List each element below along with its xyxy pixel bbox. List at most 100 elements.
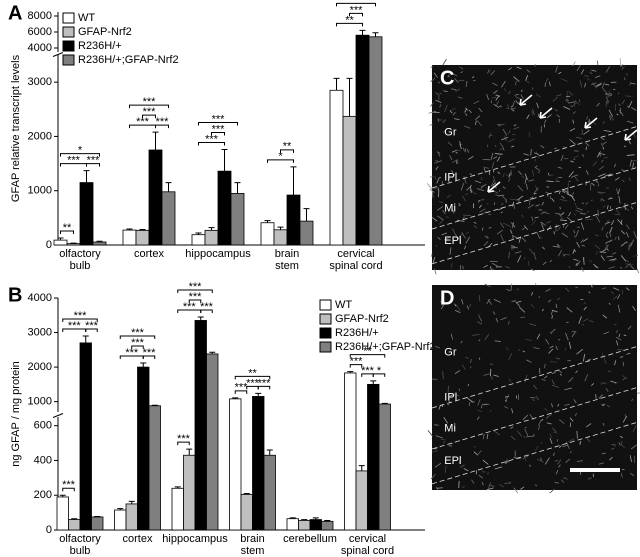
texture xyxy=(586,77,590,81)
texture xyxy=(587,358,591,361)
texture xyxy=(549,361,557,363)
texture xyxy=(524,428,529,437)
texture xyxy=(630,206,634,210)
texture xyxy=(568,377,574,383)
texture xyxy=(531,169,535,177)
error-bar xyxy=(359,29,366,36)
error-bar xyxy=(57,237,64,241)
texture xyxy=(609,226,613,234)
texture xyxy=(573,175,579,182)
texture xyxy=(543,223,547,226)
texture xyxy=(611,448,615,450)
texture xyxy=(468,155,474,160)
texture xyxy=(485,167,490,169)
texture xyxy=(589,260,593,263)
texture xyxy=(477,321,483,325)
texture xyxy=(605,66,611,73)
texture xyxy=(500,222,505,228)
significance-bracket xyxy=(85,328,98,332)
bar xyxy=(309,519,322,531)
texture xyxy=(495,153,503,155)
texture xyxy=(620,266,623,269)
texture xyxy=(632,133,637,139)
texture xyxy=(619,109,624,117)
texture xyxy=(439,219,444,225)
texture xyxy=(442,371,444,380)
texture xyxy=(564,99,570,104)
texture xyxy=(599,251,607,254)
texture xyxy=(474,180,482,184)
texture xyxy=(563,145,566,149)
texture xyxy=(581,244,586,247)
texture xyxy=(542,211,550,215)
texture xyxy=(510,435,516,441)
error-bar xyxy=(71,518,78,520)
texture xyxy=(565,287,570,293)
texture xyxy=(523,153,529,156)
legend-swatch xyxy=(319,299,332,311)
bar xyxy=(367,383,380,531)
arrow xyxy=(487,181,501,193)
texture xyxy=(604,83,610,86)
texture xyxy=(559,206,561,210)
error-bar xyxy=(221,148,228,172)
texture xyxy=(491,262,499,267)
texture xyxy=(564,347,567,351)
texture xyxy=(621,179,625,183)
significance-label: *** xyxy=(143,106,157,118)
texture xyxy=(575,229,579,238)
significance-label: * xyxy=(278,151,283,163)
significance-label: *** xyxy=(125,347,139,359)
texture xyxy=(462,214,471,217)
texture xyxy=(595,394,597,399)
bar xyxy=(135,229,150,246)
texture xyxy=(521,226,526,231)
error-bar xyxy=(96,240,103,243)
texture xyxy=(570,160,574,163)
texture xyxy=(624,241,629,244)
texture xyxy=(516,288,519,291)
x-tick-label: brain stem xyxy=(274,248,300,272)
texture xyxy=(504,317,506,320)
micrograph: C Gr IPl Mi EPl xyxy=(426,58,640,275)
texture xyxy=(613,323,617,326)
texture xyxy=(489,266,492,270)
texture xyxy=(559,373,562,376)
texture xyxy=(458,203,461,205)
texture xyxy=(617,304,621,313)
texture xyxy=(609,456,613,461)
texture xyxy=(501,202,504,206)
texture xyxy=(454,303,457,307)
texture xyxy=(526,114,530,120)
y-tick-label: 3000 xyxy=(28,326,52,338)
texture xyxy=(507,130,511,134)
texture xyxy=(606,205,609,210)
texture xyxy=(601,82,605,88)
texture xyxy=(583,129,590,135)
texture xyxy=(435,92,439,96)
bar xyxy=(122,229,137,246)
texture xyxy=(576,207,584,211)
texture xyxy=(571,331,576,338)
error-bar xyxy=(277,226,284,230)
texture xyxy=(626,260,629,262)
legend-swatch xyxy=(62,40,75,52)
texture xyxy=(616,188,619,195)
error-bar xyxy=(195,232,202,235)
texture xyxy=(431,191,434,198)
texture xyxy=(535,204,540,207)
texture xyxy=(526,183,528,190)
texture xyxy=(561,232,569,238)
significance-label: ** xyxy=(345,14,354,26)
error-bar xyxy=(59,494,66,497)
layer-boundary xyxy=(431,387,638,450)
texture xyxy=(482,433,485,440)
texture xyxy=(628,245,630,251)
texture xyxy=(475,120,477,125)
image-label: C xyxy=(440,67,454,89)
texture xyxy=(556,297,561,301)
texture xyxy=(617,219,623,226)
texture xyxy=(508,352,513,361)
texture xyxy=(522,414,529,420)
